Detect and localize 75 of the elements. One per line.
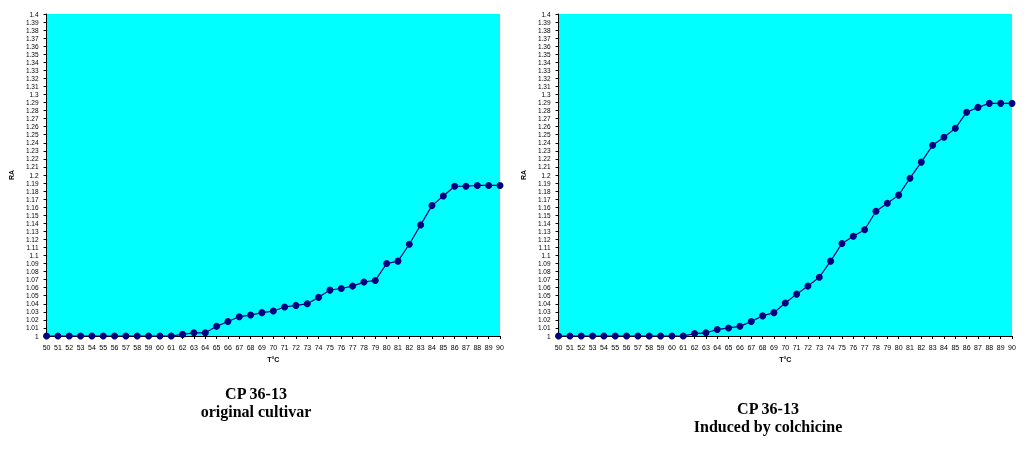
point (43, 332, 51, 340)
point (815, 273, 823, 281)
point (247, 311, 255, 319)
text: Induced by colchicine (693, 417, 843, 436)
point (65, 332, 73, 340)
point (906, 174, 914, 182)
point (383, 260, 391, 268)
point (167, 332, 175, 340)
point (623, 332, 631, 340)
point (224, 318, 232, 326)
point (861, 226, 869, 234)
point (258, 309, 266, 317)
point (451, 182, 459, 190)
point (485, 181, 493, 189)
point (371, 276, 379, 284)
point (657, 332, 665, 340)
point (190, 329, 198, 337)
point (235, 313, 243, 321)
point (917, 158, 925, 166)
point (736, 322, 744, 330)
point (145, 332, 153, 340)
point (213, 322, 221, 330)
point (54, 332, 62, 340)
point (439, 192, 447, 200)
point (827, 257, 835, 265)
point (281, 303, 289, 311)
point (872, 207, 880, 215)
point (849, 232, 857, 240)
point (462, 182, 470, 190)
text: original cultivar (200, 402, 312, 421)
point (337, 285, 345, 292)
point (428, 202, 436, 210)
point (269, 307, 277, 315)
point (99, 332, 107, 340)
point (895, 191, 903, 199)
point (974, 103, 982, 111)
point (679, 332, 687, 340)
point (303, 300, 311, 308)
point (951, 124, 959, 132)
point (997, 99, 1005, 107)
point (985, 99, 993, 107)
point (645, 332, 653, 340)
point (111, 332, 119, 340)
text: CP 36-13 (225, 384, 287, 402)
point (496, 181, 504, 189)
point (963, 108, 971, 116)
point (179, 330, 187, 338)
point (1008, 99, 1016, 107)
point (315, 293, 323, 301)
point (133, 332, 141, 340)
point (781, 299, 789, 307)
point (793, 290, 801, 298)
point (349, 282, 357, 290)
point (405, 240, 413, 248)
point (589, 332, 597, 340)
point (929, 141, 937, 149)
point (747, 318, 755, 326)
point (566, 332, 574, 340)
point (691, 330, 699, 338)
point (838, 239, 846, 247)
point (883, 199, 891, 207)
point (77, 332, 85, 340)
point (702, 329, 710, 337)
text: CP 36-13 (737, 399, 799, 417)
point (201, 329, 209, 337)
point (577, 332, 585, 340)
point (713, 326, 721, 334)
point (473, 181, 481, 189)
point (759, 312, 767, 320)
point (611, 332, 619, 340)
point (555, 332, 563, 340)
point (770, 309, 778, 317)
point (417, 221, 425, 229)
point (725, 324, 733, 332)
point (292, 301, 300, 309)
